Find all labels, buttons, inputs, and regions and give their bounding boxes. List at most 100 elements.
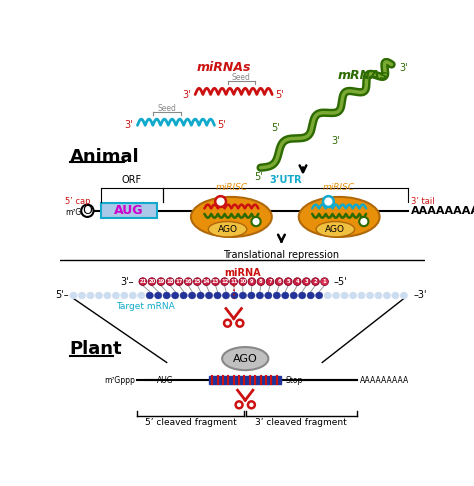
Ellipse shape (222, 292, 229, 299)
Text: O: O (82, 204, 92, 217)
Text: –5': –5' (334, 277, 347, 287)
Text: 18: 18 (166, 279, 174, 284)
Ellipse shape (129, 292, 137, 299)
Ellipse shape (215, 196, 226, 207)
Ellipse shape (184, 278, 192, 285)
Ellipse shape (359, 217, 368, 226)
Ellipse shape (175, 278, 183, 285)
Ellipse shape (248, 278, 255, 285)
Ellipse shape (197, 292, 204, 299)
Ellipse shape (163, 292, 170, 299)
Text: 3’ cleaved fragment: 3’ cleaved fragment (255, 418, 347, 427)
Text: 7: 7 (268, 279, 272, 284)
Ellipse shape (191, 197, 272, 237)
Text: 2: 2 (314, 279, 317, 284)
Ellipse shape (172, 292, 179, 299)
Text: Seed: Seed (232, 73, 251, 82)
Text: 5': 5' (275, 89, 284, 100)
Ellipse shape (324, 292, 331, 299)
Text: 5': 5' (218, 121, 226, 130)
Text: 5: 5 (286, 279, 290, 284)
Text: 5': 5' (271, 122, 280, 133)
Ellipse shape (392, 292, 399, 299)
Text: 15: 15 (194, 279, 201, 284)
Text: Animal: Animal (70, 148, 139, 166)
Text: AUG: AUG (114, 204, 144, 217)
Ellipse shape (189, 292, 196, 299)
Text: Seed: Seed (157, 104, 176, 113)
Text: 9: 9 (250, 279, 254, 284)
Ellipse shape (139, 278, 146, 285)
Text: 17: 17 (175, 279, 183, 284)
Ellipse shape (230, 278, 237, 285)
Text: 21: 21 (139, 279, 146, 284)
Text: 13: 13 (212, 279, 219, 284)
Bar (101, 203, 157, 219)
Ellipse shape (290, 292, 297, 299)
Text: 3: 3 (305, 279, 308, 284)
Text: miRISC: miRISC (215, 183, 247, 192)
Text: AGO: AGO (233, 354, 257, 364)
Ellipse shape (302, 278, 310, 285)
Ellipse shape (321, 278, 328, 285)
Text: 11: 11 (230, 279, 237, 284)
Ellipse shape (137, 292, 145, 299)
Ellipse shape (214, 292, 221, 299)
Ellipse shape (202, 278, 210, 285)
Ellipse shape (293, 278, 301, 285)
Ellipse shape (70, 292, 77, 299)
Text: 20: 20 (148, 279, 155, 284)
Text: miRISC: miRISC (323, 183, 355, 192)
Text: AUG: AUG (157, 376, 173, 385)
Ellipse shape (146, 292, 154, 299)
Text: 4: 4 (295, 279, 299, 284)
Text: 8: 8 (259, 279, 263, 284)
Text: AGO: AGO (325, 225, 346, 234)
Text: 1: 1 (323, 279, 327, 284)
Text: m⁷G: m⁷G (65, 208, 82, 217)
Text: 3': 3' (331, 137, 340, 146)
Text: 3’ tail: 3’ tail (411, 197, 434, 206)
Ellipse shape (366, 292, 374, 299)
Ellipse shape (104, 292, 111, 299)
Ellipse shape (282, 292, 289, 299)
Ellipse shape (316, 222, 355, 237)
Text: Translational repression: Translational repression (223, 250, 339, 260)
Ellipse shape (266, 278, 274, 285)
Ellipse shape (87, 292, 94, 299)
Text: AAAAAAAAA: AAAAAAAAA (360, 376, 409, 385)
Ellipse shape (237, 320, 243, 327)
Text: 3': 3' (124, 121, 133, 130)
Text: 3': 3' (182, 89, 191, 100)
Ellipse shape (248, 292, 255, 299)
Ellipse shape (299, 197, 380, 237)
Text: Stop: Stop (285, 376, 303, 385)
Text: 3'–: 3'– (120, 277, 134, 287)
Ellipse shape (112, 292, 119, 299)
Ellipse shape (257, 278, 265, 285)
Ellipse shape (148, 278, 156, 285)
Ellipse shape (193, 278, 201, 285)
Ellipse shape (166, 278, 174, 285)
Ellipse shape (251, 217, 261, 226)
Ellipse shape (222, 347, 268, 370)
Text: miRNA: miRNA (225, 268, 261, 278)
Text: 5'–: 5'– (55, 291, 69, 300)
Ellipse shape (341, 292, 348, 299)
Ellipse shape (239, 292, 246, 299)
Ellipse shape (375, 292, 382, 299)
Ellipse shape (383, 292, 391, 299)
Text: Target mRNA: Target mRNA (116, 302, 174, 311)
Ellipse shape (95, 292, 102, 299)
Text: 5': 5' (254, 172, 263, 182)
Text: Plant: Plant (70, 340, 122, 358)
Ellipse shape (157, 278, 165, 285)
Text: ORF: ORF (122, 174, 142, 185)
Ellipse shape (299, 292, 306, 299)
Text: 5’ cleaved fragment: 5’ cleaved fragment (146, 418, 237, 427)
Ellipse shape (236, 401, 243, 408)
Ellipse shape (224, 320, 231, 327)
Text: 14: 14 (203, 279, 210, 284)
Ellipse shape (205, 292, 213, 299)
Ellipse shape (332, 292, 340, 299)
